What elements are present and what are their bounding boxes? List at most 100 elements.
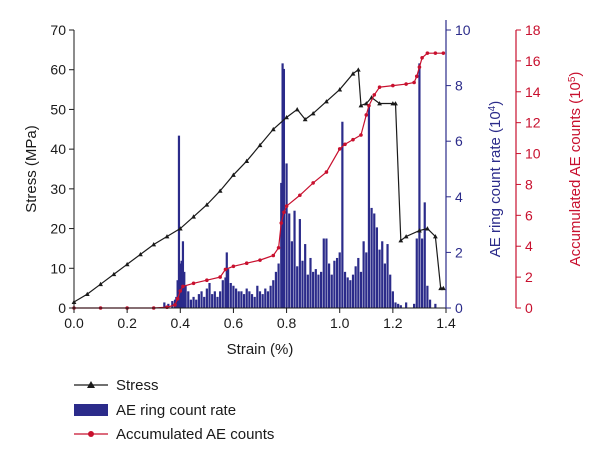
ae-rate-bar — [219, 291, 222, 308]
ae-rate-bar — [181, 241, 185, 308]
accumulated-tick-label: 6 — [525, 207, 533, 223]
ae-rate-bar — [359, 271, 363, 308]
ae-rate-bar — [184, 285, 187, 308]
x-tick-label: 0.2 — [117, 315, 137, 331]
ae-rate-axis-title: AE ring count rate (104) — [487, 101, 505, 257]
ae-rate-bar — [351, 274, 355, 308]
ae-rate-bar — [211, 294, 214, 308]
ae-rate-bar — [224, 277, 227, 308]
accumulated-ae-point — [218, 275, 222, 279]
stress-point — [425, 226, 430, 231]
ae-rate-bar — [253, 296, 256, 308]
left-tick-label: 70 — [50, 22, 66, 38]
stress-point — [151, 242, 157, 247]
ae-rate-bar — [277, 263, 280, 308]
stress-point — [270, 126, 276, 132]
ae-rate-bar — [192, 296, 195, 308]
ae-rate-bar — [367, 105, 371, 308]
ae-rate-tick-label: 8 — [455, 78, 463, 94]
ae-rate-bar — [272, 280, 275, 308]
ae-rate-bar — [208, 282, 211, 308]
accumulated-tick-label: 18 — [525, 22, 541, 38]
ae-rate-bar — [426, 285, 429, 308]
accumulated-ae-point — [175, 296, 180, 301]
ae-rate-bar — [280, 182, 283, 308]
ae-rate-bar — [256, 285, 259, 308]
ae-rate-bar — [266, 291, 270, 308]
accumulated-ae-point — [244, 261, 249, 266]
accumulated-ae-point — [271, 253, 276, 258]
stress-point — [350, 71, 356, 76]
accumulated-tick-label: 8 — [525, 176, 533, 192]
ae-rate-bar — [242, 294, 246, 308]
ae-rate-bar — [183, 271, 186, 308]
ae-rate-tick-label: 0 — [455, 300, 463, 316]
ae-rate-bar — [248, 291, 251, 308]
ae-rate-bar — [330, 274, 333, 308]
ae-rate-bar — [349, 280, 352, 308]
stress-point — [324, 99, 329, 104]
accumulated-ae-point — [258, 258, 262, 262]
ae-rate-bar — [180, 260, 183, 308]
stress-point — [98, 281, 103, 287]
accumulated-ae-point — [337, 147, 342, 151]
ae-rate-bar — [250, 294, 254, 308]
x-tick-label: 0.0 — [64, 315, 84, 331]
accumulated-tick-label: 12 — [525, 115, 541, 131]
stress-point — [177, 226, 183, 231]
stress-point — [417, 228, 422, 233]
ae-rate-bar — [341, 121, 344, 309]
ae-rate-bar — [338, 252, 341, 308]
ae-rate-bar — [391, 291, 394, 308]
stress-point — [124, 261, 130, 267]
stress-point — [294, 107, 300, 112]
ae-rate-bar — [354, 266, 357, 308]
ae-rate-bar — [189, 299, 193, 308]
ae-rate-bar — [322, 238, 325, 308]
left-tick-label: 50 — [50, 101, 66, 117]
accumulated-ae-point — [351, 137, 355, 142]
ae-rate-bar — [327, 263, 331, 308]
ae-rate-bar — [301, 260, 304, 308]
accumulated-ae-point — [173, 303, 177, 307]
stress-point — [284, 114, 289, 120]
legend-marker-triangle — [87, 381, 95, 388]
accumulated-ae-point — [377, 85, 382, 89]
ae-rate-tick-label: 10 — [455, 22, 471, 38]
stress-point — [432, 234, 438, 239]
ae-rate-bar — [232, 285, 235, 308]
ae-rate-bar — [281, 63, 284, 308]
accumulated-tick-label: 0 — [525, 300, 533, 316]
accumulated-tick-label: 2 — [525, 269, 533, 285]
accumulated-tick-label: 16 — [525, 53, 541, 69]
ae-rate-bar — [167, 303, 170, 308]
x-tick-label: 0.8 — [277, 315, 297, 331]
ae-rate-bar — [357, 257, 360, 308]
ae-rate-bar — [309, 257, 312, 308]
ae-rate-bar — [203, 296, 206, 308]
accumulated-tick-label: 14 — [525, 84, 541, 100]
ae-rate-bar — [213, 291, 216, 308]
stress-point — [398, 238, 404, 243]
stress-point — [403, 234, 409, 239]
ae-rate-bar — [288, 213, 291, 308]
ae-rate-bar — [264, 288, 267, 308]
ae-rate-bar — [423, 202, 426, 308]
ae-rate-bar — [225, 252, 228, 308]
stress-point — [164, 234, 170, 239]
ae-rate-bar — [335, 257, 339, 308]
ae-rate-bar — [171, 301, 174, 308]
ae-rate-tick-label: 4 — [455, 189, 463, 205]
stress-point — [358, 103, 364, 108]
ae-rate-bar — [314, 269, 317, 308]
accumulated-ae-point — [420, 56, 424, 60]
legend-swatch-bar — [74, 404, 108, 416]
legend-marker-circle — [88, 431, 94, 437]
accumulated-ae-point — [311, 181, 315, 185]
ae-rate-bar — [333, 260, 336, 308]
accumulated-tick-label: 4 — [525, 238, 533, 254]
ae-rate-bar — [373, 213, 376, 308]
accumulated-ae-point — [205, 278, 209, 283]
ae-rate-bar — [296, 266, 299, 308]
ae-rate-bar — [282, 68, 286, 308]
